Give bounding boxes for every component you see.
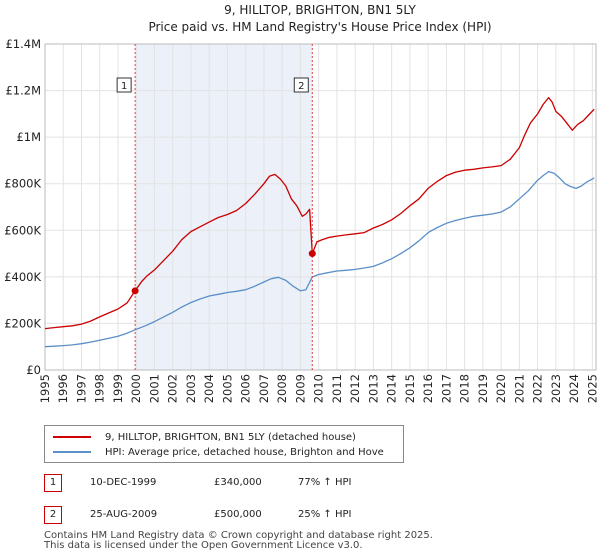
- x-tick-label: 2011: [330, 374, 344, 403]
- x-tick-label: 2022: [531, 374, 545, 403]
- plot-frame: [44, 43, 597, 371]
- x-tick-label: 2006: [239, 374, 253, 403]
- grid-lines: [44, 43, 596, 371]
- x-tick-label: 2012: [348, 374, 362, 403]
- x-tick-label: 2013: [366, 374, 380, 403]
- sale-date: 25-AUG-2009: [90, 509, 158, 520]
- sale-hpi-change: 25% ↑ HPI: [298, 509, 352, 520]
- y-tick-label: £400K: [4, 270, 41, 284]
- price-chart: 9, HILLTOP, BRIGHTON, BN1 5LY Price paid…: [4, 3, 599, 403]
- x-tick-label: 2001: [147, 374, 161, 403]
- x-tick-label: 2015: [403, 374, 417, 403]
- y-tick-label: £600K: [4, 223, 41, 237]
- sale-marker-badge: [116, 77, 132, 93]
- legend-swatch-property: [53, 436, 91, 438]
- x-tick-label: 1997: [74, 374, 88, 403]
- x-tick-label: 2019: [476, 374, 490, 403]
- footer-line-2: This data is licensed under the Open Gov…: [44, 540, 363, 551]
- x-tick-label: 2009: [293, 374, 307, 403]
- footer-note: Contains HM Land Registry data © Crown c…: [44, 531, 564, 551]
- series-line-hpi: [44, 170, 595, 348]
- x-tick-label: 2016: [421, 374, 435, 403]
- y-tick-label: £1.4M: [5, 37, 41, 51]
- x-tick-label: 1998: [93, 374, 107, 403]
- legend-label-property: 9, HILLTOP, BRIGHTON, BN1 5LY (detached …: [105, 431, 356, 443]
- x-tick-label: 1996: [56, 374, 70, 403]
- series-lines: [44, 96, 595, 348]
- sale-row: 2 25-AUG-2009 £500,000 25% ↑ HPI: [44, 506, 404, 524]
- sale-marker-badge: [293, 77, 309, 93]
- y-tick-label: £800K: [4, 177, 41, 191]
- x-tick-label: 2017: [439, 374, 453, 403]
- x-tick-label: 2010: [312, 374, 326, 403]
- legend-item-property: 9, HILLTOP, BRIGHTON, BN1 5LY (detached …: [53, 430, 356, 444]
- x-tick-label: 2025: [585, 374, 599, 403]
- sale-marker-badge-label: 1: [121, 81, 127, 92]
- sale-marker-point: [308, 250, 316, 258]
- chart-title: 9, HILLTOP, BRIGHTON, BN1 5LY: [224, 3, 416, 17]
- legend: 9, HILLTOP, BRIGHTON, BN1 5LY (detached …: [44, 425, 404, 463]
- legend-swatch-hpi: [53, 451, 91, 453]
- sale-marker-point: [131, 287, 139, 295]
- axes: £0 £200K £400K £600K £800K £1M £1.2M £1.4M 1995 1…: [4, 37, 599, 403]
- y-tick-label: £1.2M: [5, 84, 41, 98]
- x-tick-label: 2021: [512, 374, 526, 403]
- sale-hpi-change: 77% ↑ HPI: [298, 477, 352, 488]
- y-tick-label: £1M: [16, 130, 41, 144]
- x-tick-label: 2008: [275, 374, 289, 403]
- sale-marker-badge-label: 2: [298, 81, 304, 92]
- sale-price: £340,000: [214, 477, 262, 488]
- x-tick-label: 2004: [202, 374, 216, 403]
- x-tick-label: 1999: [111, 374, 125, 403]
- legend-label-hpi: HPI: Average price, detached house, Brig…: [105, 446, 384, 458]
- x-tick-label: 2000: [129, 374, 143, 403]
- legend-item-hpi: HPI: Average price, detached house, Brig…: [53, 445, 384, 459]
- chart-subtitle: Price paid vs. HM Land Registry's House …: [148, 20, 491, 34]
- x-tick-label: 2014: [385, 374, 399, 403]
- sale-date: 10-DEC-1999: [90, 477, 157, 488]
- sale-row: 1 10-DEC-1999 £340,000 77% ↑ HPI: [44, 474, 404, 492]
- series-line-property: [44, 96, 595, 330]
- shaded-period: [135, 44, 313, 370]
- x-tick-label: 1995: [38, 374, 52, 403]
- footer-line-1: Contains HM Land Registry data © Crown c…: [44, 530, 433, 541]
- x-tick-label: 2002: [166, 374, 180, 403]
- x-tick-label: 2024: [567, 374, 581, 403]
- x-tick-label: 2023: [549, 374, 563, 403]
- x-tick-label: 2018: [458, 374, 472, 403]
- y-tick-label: £200K: [4, 316, 41, 330]
- x-tick-label: 2020: [494, 374, 508, 403]
- sale-badge: 1: [44, 474, 62, 492]
- x-tick-label: 2005: [220, 374, 234, 403]
- y-tick-label: £0: [26, 363, 41, 377]
- sale-badge: 2: [44, 506, 62, 524]
- x-tick-label: 2007: [257, 374, 271, 403]
- sale-price: £500,000: [214, 509, 262, 520]
- x-tick-label: 2003: [184, 374, 198, 403]
